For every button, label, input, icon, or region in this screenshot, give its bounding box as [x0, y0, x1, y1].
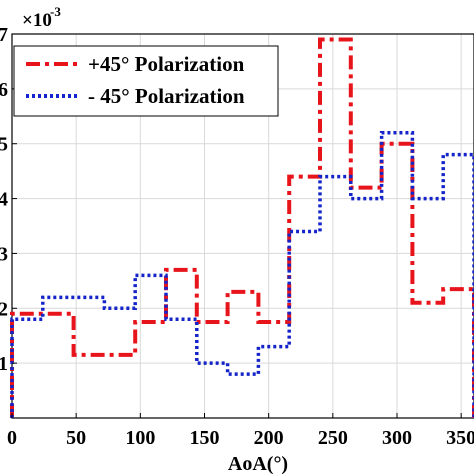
tick-layer: 0 50 100 150 200 250 300 350 1 2 3 4 5 6 7 — [0, 24, 474, 449]
legend-label-minus45: - 45° Polarization — [88, 84, 245, 108]
x-axis-label: AoA(°) — [228, 453, 288, 474]
x-tick-label: 300 — [382, 427, 412, 449]
y-tick-label: 2 — [0, 298, 8, 320]
y-tick-label: 3 — [0, 243, 8, 265]
legend-box — [13, 45, 279, 117]
x-tick-label: 100 — [125, 427, 155, 449]
x-tick-label: 200 — [254, 427, 284, 449]
y-tick-label: 4 — [0, 189, 8, 211]
series-layer — [10, 37, 474, 418]
x-tick-label: 250 — [318, 427, 348, 449]
y-tick-label: 1 — [0, 353, 8, 375]
x-tick-label: 350 — [446, 427, 474, 449]
y-exponent-power: -3 — [50, 4, 61, 19]
x-tick-label: 0 — [7, 427, 17, 449]
legend-label-plus45: +45° Polarization — [88, 52, 245, 76]
y-tick-label: 7 — [0, 24, 8, 46]
y-exponent-base: ×10 — [22, 10, 52, 31]
plot-frame — [11, 33, 474, 419]
series-line-1 — [10, 130, 474, 418]
y-tick-label: 5 — [0, 134, 8, 156]
legend: +45° Polarization - 45° Polarization — [13, 45, 279, 117]
y-tick-label: 6 — [0, 79, 8, 101]
x-tick-label: 150 — [190, 427, 220, 449]
x-tick-label: 50 — [66, 427, 86, 449]
